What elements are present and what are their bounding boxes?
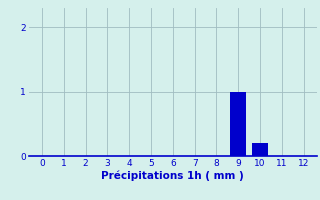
X-axis label: Précipitations 1h ( mm ): Précipitations 1h ( mm ) (101, 171, 244, 181)
Bar (230, 92, 246, 156)
Bar (252, 143, 268, 156)
